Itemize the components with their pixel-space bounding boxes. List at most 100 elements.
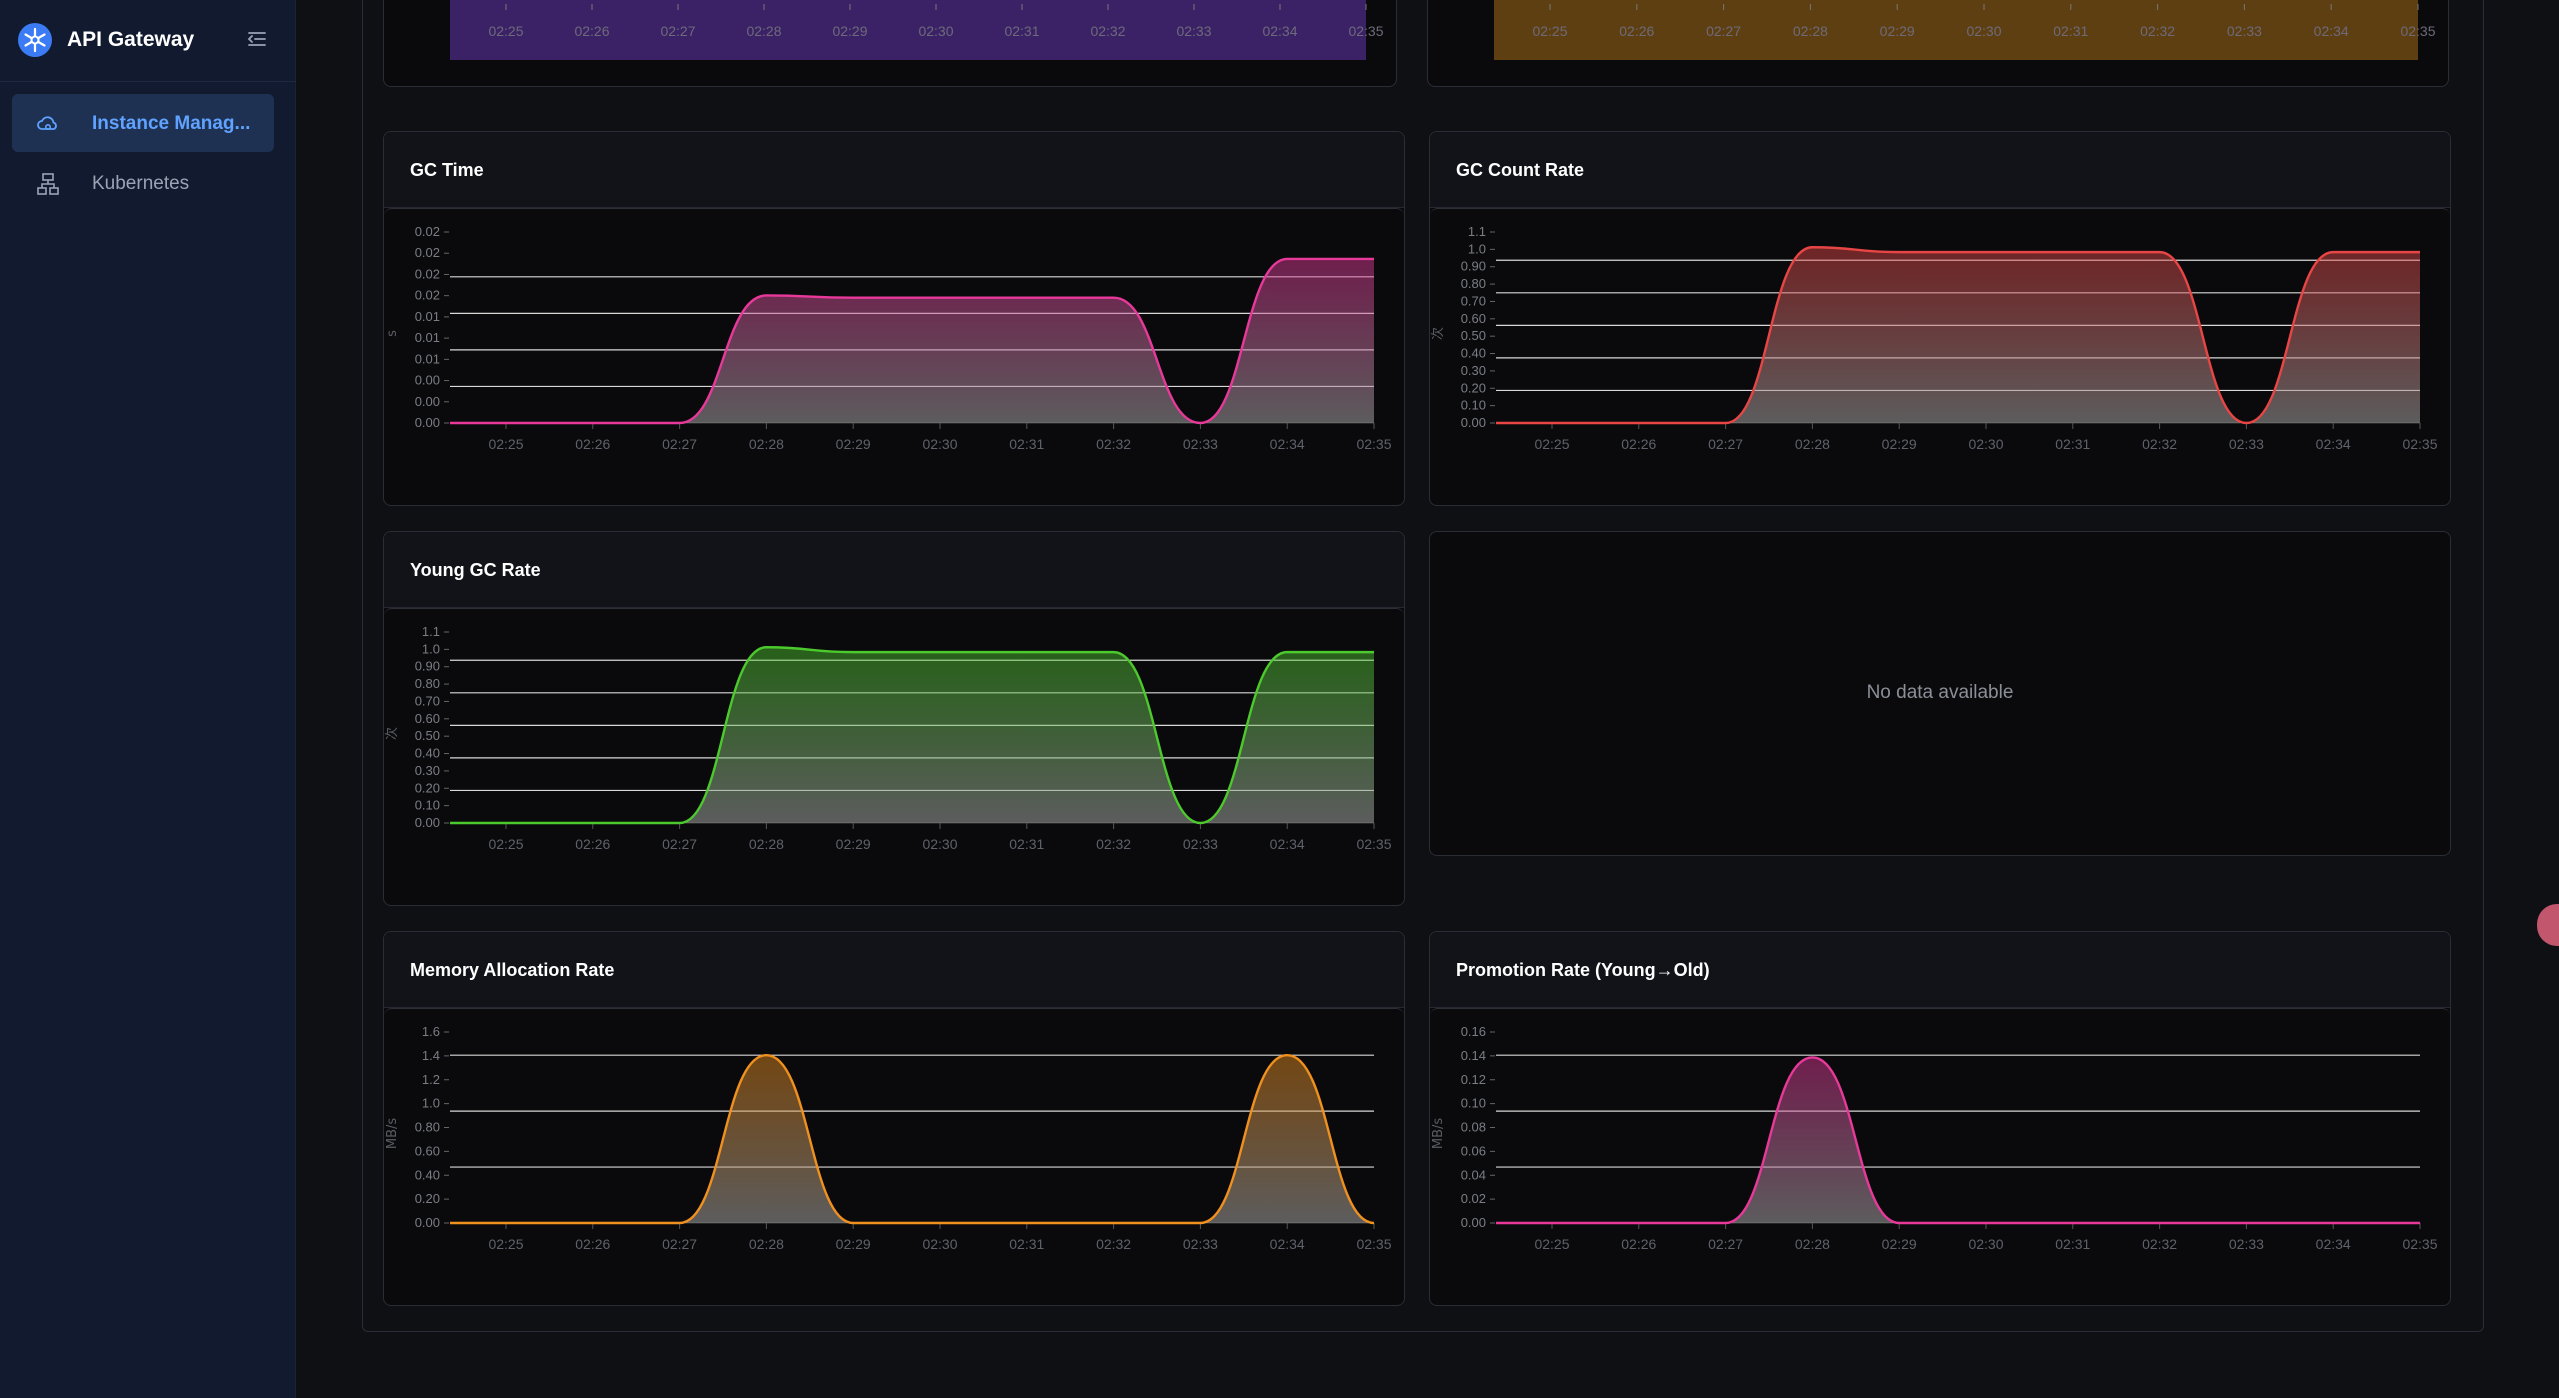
y-tick-label: 1.1 <box>1468 224 1486 239</box>
y-tick-label: 0.02 <box>415 288 440 303</box>
x-tick-label: 02:30 <box>1968 436 2003 452</box>
card-header: GC Count Rate <box>1430 132 2450 208</box>
chart-area: 0.00 0.00 0.00 0.01 0.01 0.01 0.02 0.02 0.02 0.02… <box>384 208 1404 505</box>
x-tick-label: 02:30 <box>922 1236 957 1252</box>
card-header: Promotion Rate (Young→Old) <box>1430 932 2450 1008</box>
y-tick-label: 0.60 <box>1461 311 1486 326</box>
y-axis-label: MB/s <box>1431 1118 1446 1150</box>
gc-time-chart: 0.00 0.00 0.00 0.01 0.01 0.01 0.02 0.02 0.02 0.02… <box>385 224 1392 452</box>
y-tick-label: 0.02 <box>415 224 440 239</box>
chart-area: 0.00 0.02 0.04 0.06 0.08 0.10 0.12 0.14 0.16 MB/s… <box>1430 1008 2450 1305</box>
x-tick-label: 02:26 <box>575 836 610 852</box>
x-tick-label: 02:31 <box>1004 23 1039 39</box>
young-gc-rate-card: Young GC Rate 0.00 0.10 0.20 0.30 0.40 0.50 0.… <box>383 531 1405 906</box>
no-data-message: No data available <box>1866 682 2014 703</box>
sidebar-item-kubernetes[interactable]: Kubernetes <box>12 154 274 212</box>
top-right-chart-card: 112.0114.002:2502:2602:2702:2802:2902:30… <box>1427 0 2449 87</box>
x-tick-label: 02:29 <box>836 436 871 452</box>
y-tick-label: 0.01 <box>415 330 440 345</box>
cloud-cog-icon <box>37 116 57 131</box>
x-tick-label: 02:27 <box>1708 436 1743 452</box>
chart-area: 0.00 0.10 0.20 0.30 0.40 0.50 0.60 0.70 0.80 0.90… <box>384 608 1404 905</box>
y-tick-label: 0.00 <box>415 815 440 830</box>
y-tick-label: 0.10 <box>1461 1096 1486 1111</box>
series-area <box>450 1055 1374 1223</box>
x-tick-label: 02:30 <box>1966 23 2001 39</box>
x-tick-label: 02:32 <box>1096 1236 1131 1252</box>
y-tick-label: 1.1 <box>422 624 440 639</box>
x-tick-label: 02:33 <box>2229 436 2264 452</box>
y-tick-label: 0.20 <box>415 1191 440 1206</box>
x-tick-label: 02:32 <box>2140 23 2175 39</box>
y-tick-label: 0.20 <box>1461 380 1486 395</box>
x-tick-label: 02:33 <box>2227 23 2262 39</box>
x-tick-label: 02:33 <box>1176 23 1211 39</box>
x-tick-label: 02:28 <box>1795 436 1830 452</box>
y-tick-label: 0.60 <box>415 1143 440 1158</box>
card-header: Memory Allocation Rate <box>384 932 1404 1008</box>
x-tick-label: 02:26 <box>575 1236 610 1252</box>
y-tick-label: 1.0 <box>422 641 440 656</box>
x-tick-label: 02:25 <box>488 23 523 39</box>
x-tick-label: 02:29 <box>1882 436 1917 452</box>
y-tick-label: 0.02 <box>1461 1191 1486 1206</box>
x-tick-label: 02:31 <box>1009 836 1044 852</box>
x-tick-label: 02:31 <box>2055 436 2090 452</box>
series-line <box>1496 246 2420 425</box>
x-tick-label: 02:34 <box>1270 836 1305 852</box>
card-title: Promotion Rate (Young→Old) <box>1456 960 1710 980</box>
collapse-menu-icon[interactable] <box>246 28 268 50</box>
y-tick-label: 0.00 <box>415 373 440 388</box>
y-tick-label: 0.70 <box>415 693 440 708</box>
floating-assistant-button[interactable] <box>2537 904 2559 946</box>
y-axis-label: 次 <box>384 727 400 740</box>
series-area <box>1496 247 2420 423</box>
x-tick-label: 02:28 <box>749 436 784 452</box>
y-tick-label: 0.00 <box>415 1215 440 1230</box>
x-tick-label: 02:32 <box>1096 436 1131 452</box>
y-tick-label: 0.04 <box>1461 1167 1486 1182</box>
y-tick-label: 0.02 <box>415 245 440 260</box>
x-tick-label: 02:34 <box>2316 1236 2351 1252</box>
y-tick-label: 0.50 <box>415 728 440 743</box>
x-tick-label: 02:29 <box>832 23 867 39</box>
x-tick-label: 02:28 <box>1793 23 1828 39</box>
cluster-icon <box>37 173 59 195</box>
x-tick-label: 02:25 <box>488 836 523 852</box>
x-tick-label: 02:31 <box>1009 436 1044 452</box>
x-tick-label: 02:31 <box>1009 1236 1044 1252</box>
app-title: API Gateway <box>67 28 195 51</box>
top-right-chart: 112.0114.002:2502:2602:2702:2802:2902:30… <box>1494 0 2436 60</box>
x-tick-label: 02:35 <box>1356 1236 1391 1252</box>
y-tick-label: 1.2 <box>422 1072 440 1087</box>
card-header: Young GC Rate <box>384 532 1404 608</box>
sidebar-item-instance-management[interactable]: Instance Manag... <box>12 94 274 152</box>
x-tick-label: 02:34 <box>1262 23 1297 39</box>
x-tick-label: 02:27 <box>1706 23 1741 39</box>
y-tick-label: 0.00 <box>1461 1215 1486 1230</box>
promotion-rate-card: Promotion Rate (Young→Old) 0.00 0.02 0.04 0… <box>1429 931 2451 1306</box>
x-tick-label: 02:35 <box>2402 436 2437 452</box>
sidebar-item-label: Instance Manag... <box>92 113 251 134</box>
x-tick-label: 02:34 <box>1270 436 1305 452</box>
x-tick-label: 02:32 <box>1090 23 1125 39</box>
main-content: 31.031.502:2502:2602:2702:2802:2902:3002… <box>296 0 2559 1398</box>
snowflake-logo-icon <box>18 23 52 57</box>
series-area <box>1494 0 2418 60</box>
card-title: GC Time <box>410 160 484 180</box>
series-line <box>450 257 1374 425</box>
y-tick-label: 1.6 <box>422 1024 440 1039</box>
x-tick-label: 02:33 <box>1183 1236 1218 1252</box>
series-area <box>450 258 1374 423</box>
y-tick-label: 0.08 <box>1461 1120 1486 1135</box>
card-title: Young GC Rate <box>410 560 541 580</box>
x-tick-label: 02:29 <box>1880 23 1915 39</box>
x-tick-label: 02:26 <box>574 23 609 39</box>
x-tick-label: 02:35 <box>1348 23 1383 39</box>
x-tick-label: 02:26 <box>575 436 610 452</box>
memory-allocation-rate-chart: 0.00 0.20 0.40 0.60 0.80 1.0 1.2 1.4 1.6 MB/s 02:2… <box>385 1024 1392 1252</box>
series-area <box>450 647 1374 823</box>
y-tick-label: 0.14 <box>1461 1048 1486 1063</box>
y-tick-label: 0.40 <box>1461 346 1486 361</box>
x-tick-label: 02:34 <box>2316 436 2351 452</box>
